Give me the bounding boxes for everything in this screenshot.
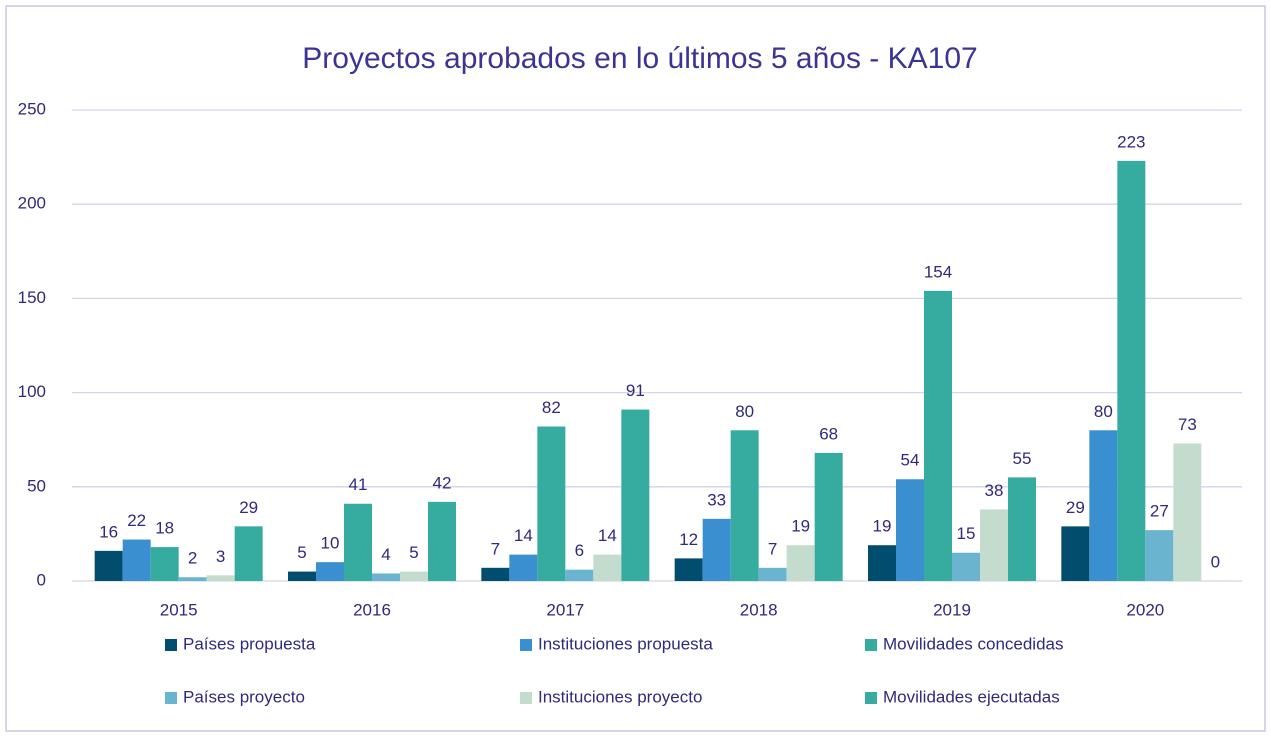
data-label: 38 <box>985 481 1004 500</box>
data-label: 29 <box>1066 498 1085 517</box>
legend-swatch <box>520 692 532 704</box>
y-tick-label: 250 <box>18 99 46 118</box>
y-tick-label: 100 <box>18 382 46 401</box>
data-label: 16 <box>99 522 118 541</box>
bar <box>952 552 980 581</box>
bar <box>786 545 815 581</box>
data-label: 15 <box>957 524 976 543</box>
bar <box>702 518 731 581</box>
data-label: 12 <box>679 530 698 549</box>
bar <box>234 526 263 581</box>
bar <box>814 452 843 581</box>
bar <box>206 575 235 581</box>
data-label: 29 <box>239 498 258 517</box>
legend-label: Movilidades ejecutadas <box>883 687 1060 706</box>
data-label: 14 <box>514 526 533 545</box>
data-label: 55 <box>1013 449 1032 468</box>
data-label: 91 <box>626 381 645 400</box>
x-tick-label: 2017 <box>546 600 584 619</box>
bar <box>730 430 759 581</box>
x-tick-label: 2016 <box>353 600 391 619</box>
legend-swatch <box>865 692 877 704</box>
bar <box>400 571 428 581</box>
chart-title: Proyectos aprobados en lo últimos 5 años… <box>302 42 977 75</box>
bar <box>1145 530 1174 581</box>
data-label: 154 <box>924 262 952 281</box>
data-label: 3 <box>216 547 225 566</box>
bar <box>481 567 510 581</box>
bar <box>288 571 316 581</box>
data-label: 0 <box>1211 552 1220 571</box>
bar <box>621 409 650 581</box>
legend-label: Países propuesta <box>183 634 316 653</box>
data-label: 27 <box>1150 502 1169 521</box>
legend-swatch <box>165 639 177 651</box>
x-tick-label: 2015 <box>160 600 198 619</box>
bar <box>537 426 566 581</box>
x-tick-label: 2019 <box>933 600 971 619</box>
data-label: 42 <box>433 473 452 492</box>
bar <box>565 569 594 581</box>
bar <box>344 503 372 581</box>
data-label: 5 <box>409 543 418 562</box>
bar <box>509 554 538 581</box>
y-tick-label: 50 <box>27 476 46 495</box>
legend-label: Instituciones proyecto <box>538 687 702 706</box>
y-tick-label: 150 <box>18 288 46 307</box>
chart-border <box>5 5 1266 732</box>
data-label: 18 <box>155 519 174 538</box>
data-label: 6 <box>575 541 584 560</box>
x-tick-label: 2020 <box>1126 600 1164 619</box>
bar <box>316 562 344 581</box>
data-label: 10 <box>321 534 340 553</box>
legend-label: Países proyecto <box>183 687 305 706</box>
data-label: 80 <box>735 402 754 421</box>
bar <box>924 290 952 581</box>
y-tick-label: 200 <box>18 194 46 213</box>
data-label: 19 <box>873 517 892 536</box>
data-label: 7 <box>768 539 777 558</box>
bar <box>758 567 787 581</box>
legend-label: Movilidades concedidas <box>883 634 1064 653</box>
data-label: 33 <box>707 490 726 509</box>
bar <box>868 545 896 581</box>
x-tick-label: 2018 <box>740 600 778 619</box>
legend-swatch <box>165 692 177 704</box>
bar <box>94 550 123 581</box>
data-label: 54 <box>901 451 920 470</box>
y-tick-label: 0 <box>37 570 46 589</box>
legend-swatch <box>520 639 532 651</box>
data-label: 223 <box>1117 132 1145 151</box>
data-label: 41 <box>349 475 368 494</box>
bar <box>1008 477 1036 581</box>
bar <box>896 479 924 581</box>
bar <box>428 501 456 581</box>
bar <box>122 539 151 581</box>
legend-swatch <box>865 639 877 651</box>
data-label: 19 <box>791 517 810 536</box>
data-label: 4 <box>381 545 390 564</box>
bar <box>980 509 1008 581</box>
bar <box>1173 443 1202 581</box>
data-label: 73 <box>1178 415 1197 434</box>
data-label: 2 <box>188 549 197 568</box>
data-label: 5 <box>297 543 306 562</box>
bar <box>674 558 703 581</box>
data-label: 22 <box>127 511 146 530</box>
bar <box>593 554 622 581</box>
data-label: 68 <box>819 424 838 443</box>
data-label: 7 <box>491 539 500 558</box>
data-label: 82 <box>542 398 561 417</box>
legend-label: Instituciones propuesta <box>538 634 713 653</box>
bar <box>178 577 207 581</box>
data-label: 14 <box>598 526 617 545</box>
bar <box>150 547 179 581</box>
bar <box>1089 430 1118 581</box>
bar <box>1117 160 1146 582</box>
bar <box>372 573 400 581</box>
data-label: 80 <box>1094 402 1113 421</box>
bar <box>1061 526 1090 581</box>
